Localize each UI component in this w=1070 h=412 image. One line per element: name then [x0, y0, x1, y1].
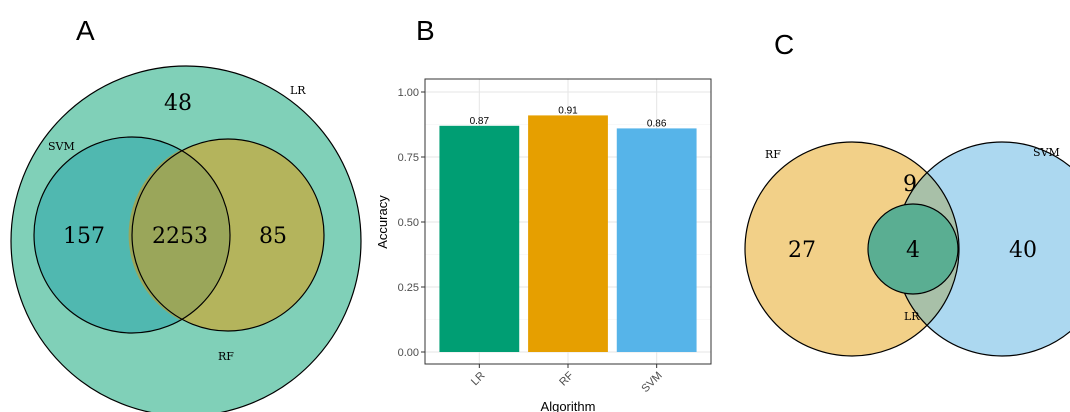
venn-a-lr-label: LR	[290, 84, 306, 97]
bar-value-label: 0.86	[647, 118, 667, 129]
venn-c-svm-label: SVM	[1033, 146, 1060, 159]
y-tick-label: 0.50	[398, 217, 419, 229]
venn-c-overlap-count: 9	[903, 172, 917, 197]
y-axis-title: Accuracy	[375, 195, 390, 249]
venn-c-center-count: 4	[906, 238, 920, 263]
bar-lr	[439, 125, 520, 352]
venn-a-lr-only-count: 48	[164, 91, 192, 116]
venn-c-rf-count: 27	[788, 238, 816, 263]
venn-a-center-count: 2253	[152, 224, 208, 249]
bar-y-axis: 0.00 0.25 0.50 0.75 1.00	[398, 87, 425, 359]
venn-c-lr-label: LR	[904, 310, 920, 323]
bar-value-label: 0.91	[558, 105, 578, 116]
panel-b: B 0.87 0.91 0.86 0.00 0.25 0.50 0.75 1.00 LR RF…	[375, 15, 712, 412]
x-tick-label: SVM	[639, 370, 664, 395]
y-tick-label: 0.25	[398, 282, 419, 294]
venn-a-overlap-region	[128, 150, 230, 320]
venn-a-svm-count: 157	[63, 224, 105, 249]
bar-x-axis: LR RF SVM	[469, 364, 665, 395]
y-tick-label: 1.00	[398, 87, 419, 99]
venn-c-rf-circle	[745, 142, 959, 356]
panel-c: C 27 9 4 40 RF SVM LR	[744, 29, 1070, 357]
bar-series: 0.87 0.91 0.86	[439, 105, 697, 353]
venn-c-rf-outline	[744, 141, 960, 357]
venn-a-svm-label: SVM	[48, 140, 75, 153]
y-tick-label: 0.75	[398, 152, 419, 164]
venn-a-rf-outline	[131, 138, 325, 332]
x-axis-title: Algorithm	[541, 399, 596, 412]
panel-a: A 48 157 2253 85 LR SVM RF	[10, 15, 362, 412]
bar-svm	[616, 128, 697, 352]
bar-value-label: 0.87	[470, 116, 490, 127]
bar-rf	[528, 115, 608, 353]
x-tick-label: LR	[469, 370, 487, 388]
venn-c-svm-count: 40	[1009, 238, 1037, 263]
panel-b-letter: B	[416, 15, 435, 46]
x-tick-label: RF	[557, 369, 576, 388]
venn-c-lr-circle	[867, 203, 959, 295]
y-tick-label: 0.00	[398, 347, 419, 359]
venn-a-rf-label: RF	[218, 350, 234, 363]
panel-c-letter: C	[774, 29, 794, 60]
panel-a-letter: A	[76, 15, 95, 46]
venn-a-rf-count: 85	[259, 224, 287, 249]
venn-c-rf-label: RF	[765, 148, 781, 161]
venn-a-svm-outline	[33, 136, 231, 334]
